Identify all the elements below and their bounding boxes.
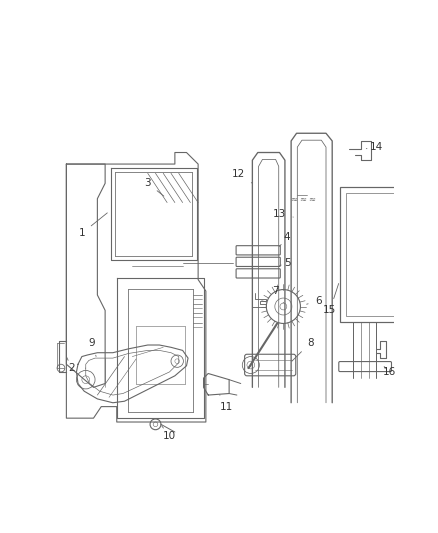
Text: 13: 13 (273, 209, 293, 219)
Text: 12: 12 (232, 169, 252, 183)
Text: 4: 4 (279, 232, 290, 246)
FancyBboxPatch shape (236, 269, 280, 278)
Text: 10: 10 (162, 426, 176, 441)
Bar (346, 193, 399, 316)
FancyBboxPatch shape (245, 354, 296, 376)
Text: 8: 8 (292, 338, 314, 361)
Text: 1: 1 (78, 213, 107, 238)
Text: 3: 3 (145, 179, 164, 196)
Text: 5: 5 (279, 257, 290, 268)
Text: $\approx\!\approx\!\approx$: $\approx\!\approx\!\approx$ (289, 194, 317, 203)
Text: 14: 14 (366, 142, 383, 152)
FancyBboxPatch shape (236, 246, 280, 255)
Bar (340, 187, 406, 322)
Text: 9: 9 (88, 338, 96, 357)
Text: 2: 2 (67, 357, 75, 373)
Text: 11: 11 (219, 395, 233, 411)
Text: 6: 6 (307, 296, 321, 306)
Text: 15: 15 (323, 284, 339, 316)
Text: 7: 7 (272, 286, 283, 303)
FancyBboxPatch shape (339, 361, 392, 372)
Text: 16: 16 (383, 367, 396, 377)
FancyBboxPatch shape (236, 257, 280, 266)
